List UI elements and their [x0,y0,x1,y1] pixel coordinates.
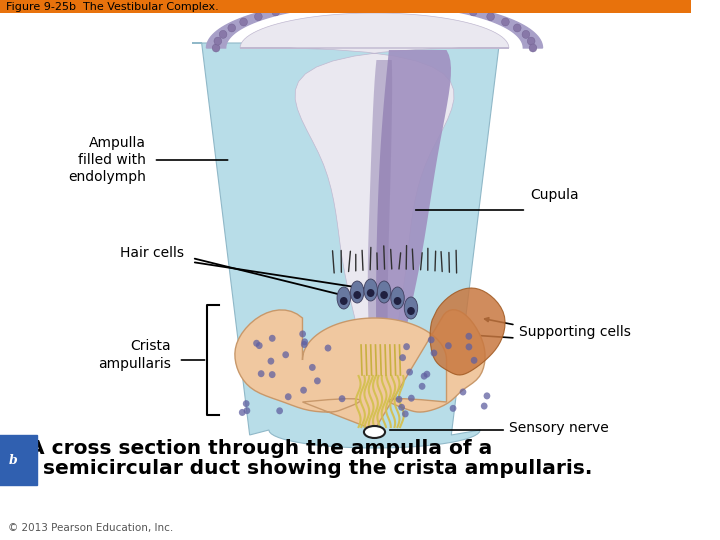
Circle shape [269,371,276,378]
Circle shape [366,289,374,297]
Circle shape [522,30,530,38]
Circle shape [340,297,348,305]
Circle shape [254,12,262,21]
Bar [0,0,691,13]
Circle shape [239,409,246,416]
Circle shape [459,388,467,395]
Ellipse shape [391,287,404,309]
Circle shape [407,307,415,315]
Circle shape [469,8,477,16]
Circle shape [450,4,457,12]
Circle shape [240,18,248,26]
Circle shape [325,345,331,352]
Circle shape [394,297,401,305]
Circle shape [268,357,274,364]
Circle shape [420,373,428,380]
Circle shape [276,407,283,414]
Circle shape [466,333,472,340]
Circle shape [282,351,289,358]
Circle shape [471,357,477,364]
Polygon shape [235,310,485,430]
Circle shape [529,44,537,52]
Circle shape [382,0,390,6]
Ellipse shape [377,281,391,303]
Circle shape [406,0,413,7]
Circle shape [354,291,361,299]
Circle shape [428,1,436,9]
Circle shape [220,30,227,38]
Circle shape [300,330,306,338]
Circle shape [502,18,509,26]
Circle shape [314,377,320,384]
Polygon shape [376,50,451,385]
Text: b: b [9,454,18,467]
Circle shape [300,387,307,394]
Circle shape [481,402,487,409]
Circle shape [285,393,292,400]
Circle shape [336,0,343,7]
Circle shape [527,37,535,45]
Text: A cross section through the ampulla of a: A cross section through the ampulla of a [29,439,492,458]
Circle shape [408,395,415,402]
Ellipse shape [364,279,377,301]
Circle shape [292,4,299,12]
Circle shape [243,407,251,414]
Text: Cupula: Cupula [530,188,579,202]
Ellipse shape [404,297,418,319]
Circle shape [269,335,276,342]
Text: © 2013 Pearson Education, Inc.: © 2013 Pearson Education, Inc. [8,523,173,533]
Circle shape [380,291,388,299]
Text: Ampulla
filled with
endolymph: Ampulla filled with endolymph [68,136,146,184]
Circle shape [445,342,451,349]
Text: Hair cells: Hair cells [120,246,184,260]
Circle shape [513,24,521,32]
Circle shape [243,400,250,407]
Text: Figure 9-25b  The Vestibular Complex.: Figure 9-25b The Vestibular Complex. [6,2,218,12]
Circle shape [466,343,472,350]
Circle shape [428,336,435,343]
Circle shape [258,370,264,377]
Circle shape [214,37,222,45]
Circle shape [484,393,490,400]
Text: semicircular duct showing the crista ampullaris.: semicircular duct showing the crista amp… [29,459,592,478]
Circle shape [431,349,437,356]
Polygon shape [240,13,509,385]
Polygon shape [192,43,500,448]
Circle shape [398,404,405,411]
Circle shape [406,369,413,376]
Circle shape [396,396,402,403]
Circle shape [419,383,426,390]
Circle shape [301,341,307,348]
Ellipse shape [337,287,351,309]
Circle shape [228,24,235,32]
Circle shape [312,1,320,9]
Ellipse shape [351,281,364,303]
Ellipse shape [364,426,385,438]
Circle shape [423,370,431,377]
Circle shape [272,8,279,16]
Circle shape [450,405,456,412]
Circle shape [302,339,308,346]
Circle shape [338,395,346,402]
Circle shape [212,44,220,52]
Circle shape [403,343,410,350]
Polygon shape [207,0,543,48]
Circle shape [359,0,366,6]
Circle shape [253,340,260,347]
Circle shape [400,354,406,361]
Circle shape [487,12,495,21]
Text: Supporting cells: Supporting cells [518,325,631,339]
Polygon shape [368,60,392,385]
Circle shape [309,364,315,371]
Polygon shape [430,288,505,375]
Circle shape [402,410,409,417]
Text: Crista
ampullaris: Crista ampullaris [98,339,171,370]
Text: Sensory nerve: Sensory nerve [509,421,608,435]
Circle shape [256,342,263,349]
